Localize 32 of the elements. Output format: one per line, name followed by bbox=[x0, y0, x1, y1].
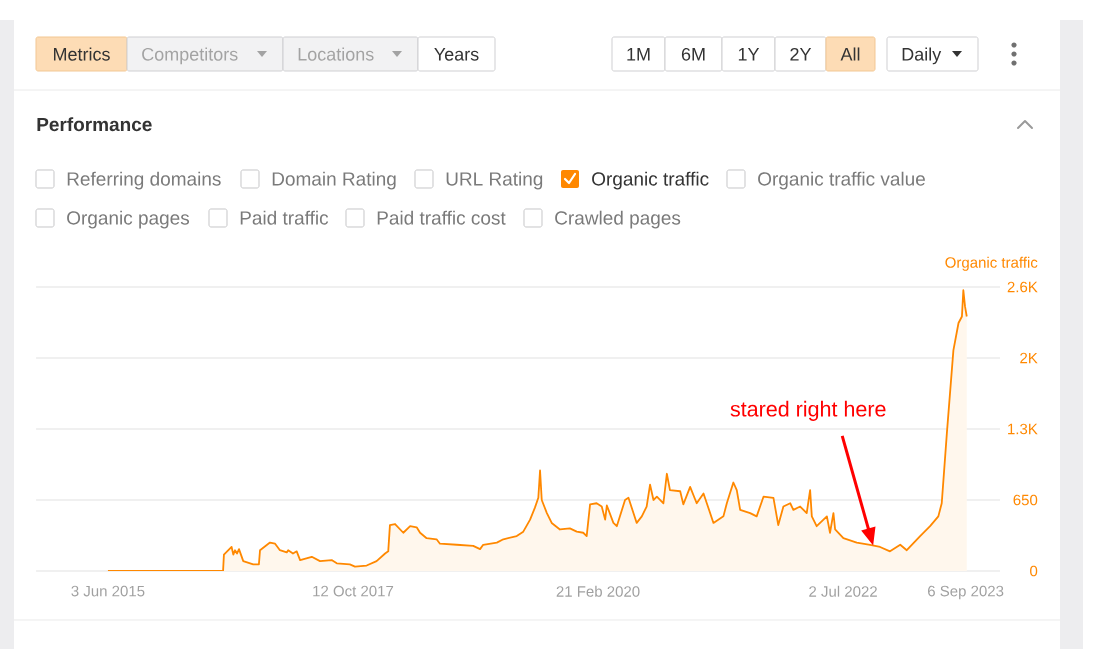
text: Crawled pages bbox=[555, 210, 681, 229]
x-tick-label: 21 Feb 2020 bbox=[556, 585, 640, 597]
text: All bbox=[840, 47, 860, 61]
text: Organic pages bbox=[67, 210, 190, 229]
x-tick-label: 6 Sep 2023 bbox=[928, 585, 1004, 600]
text: Paid traffic bbox=[240, 210, 329, 225]
text: Organic traffic value bbox=[758, 171, 925, 190]
text: Domain Rating bbox=[272, 171, 396, 190]
text: Years bbox=[434, 48, 479, 61]
y-tick-label: 2.6K bbox=[1007, 281, 1038, 293]
text: 1Y bbox=[738, 48, 760, 61]
text: 1M bbox=[627, 48, 650, 61]
y-tick-label: 2K bbox=[1020, 352, 1038, 364]
text: Paid traffic cost bbox=[377, 210, 506, 225]
text: Daily bbox=[902, 47, 942, 65]
x-tick-label: 3 Jun 2015 bbox=[71, 585, 145, 597]
annotation: stared right here bbox=[730, 400, 886, 421]
text: 6M bbox=[681, 47, 705, 61]
x-tick-label: 2 Jul 2022 bbox=[809, 585, 877, 597]
text: 2Y bbox=[790, 47, 812, 61]
text: Locations bbox=[298, 47, 374, 61]
y-tick-label: 650 bbox=[1013, 494, 1038, 506]
y-tick-label: 1.3K bbox=[1008, 423, 1038, 435]
y-axis-title: Organic traffic bbox=[945, 256, 1038, 271]
text: URL Rating bbox=[446, 171, 543, 190]
chart-title: Performance bbox=[37, 117, 152, 132]
text: Metrics bbox=[53, 47, 110, 61]
y-tick-label: 0 bbox=[1030, 565, 1038, 577]
text: Organic traffic bbox=[592, 171, 709, 190]
text: Competitors bbox=[142, 47, 238, 65]
x-tick-label: 12 Oct 2017 bbox=[313, 585, 394, 597]
text: Referring domains bbox=[67, 171, 221, 190]
